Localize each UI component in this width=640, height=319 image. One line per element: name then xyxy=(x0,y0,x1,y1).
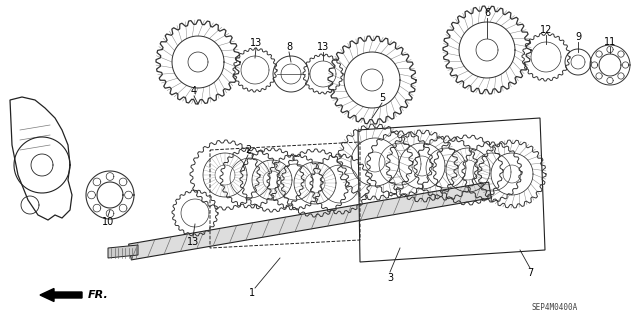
Text: FR.: FR. xyxy=(88,290,109,300)
Text: SEP4M0400A: SEP4M0400A xyxy=(532,303,578,313)
Text: 13: 13 xyxy=(250,38,262,48)
Text: 6: 6 xyxy=(484,8,490,18)
Text: 11: 11 xyxy=(604,37,616,47)
Text: 1: 1 xyxy=(249,288,255,298)
Text: 5: 5 xyxy=(379,93,385,103)
Text: 2: 2 xyxy=(245,145,251,155)
Text: 8: 8 xyxy=(286,42,292,52)
Text: 10: 10 xyxy=(102,217,114,227)
Polygon shape xyxy=(129,182,492,260)
Text: 13: 13 xyxy=(317,42,329,52)
Polygon shape xyxy=(108,245,138,258)
Text: 12: 12 xyxy=(540,25,552,35)
Text: 9: 9 xyxy=(575,32,581,42)
Text: 4: 4 xyxy=(191,86,197,96)
Text: 7: 7 xyxy=(527,268,533,278)
Text: 13: 13 xyxy=(187,237,199,247)
Text: 3: 3 xyxy=(387,273,393,283)
FancyArrow shape xyxy=(40,288,82,301)
